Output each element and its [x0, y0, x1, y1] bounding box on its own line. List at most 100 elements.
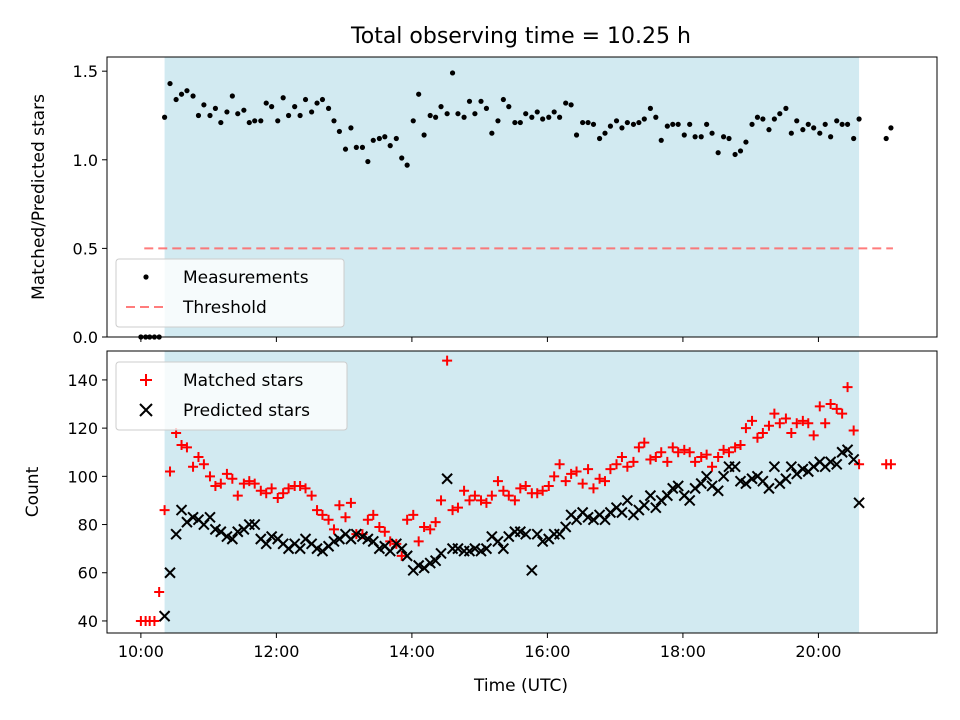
measurement-point	[636, 119, 642, 126]
predicted-stars-point	[531, 528, 543, 540]
matched-stars-point	[752, 432, 763, 443]
measurement-point	[641, 116, 647, 122]
matched-stars-point	[283, 483, 294, 494]
matched-stars-point	[537, 485, 548, 496]
measurement-point	[382, 134, 388, 140]
measurement-point	[263, 100, 269, 106]
matched-stars-point	[645, 454, 656, 465]
measurement-point	[817, 130, 823, 136]
measurement-point	[596, 135, 603, 142]
measurement-point	[777, 111, 783, 117]
predicted-stars-point	[429, 554, 442, 567]
matched-stars-point	[696, 452, 707, 463]
measurement-point	[483, 105, 490, 111]
predicted-stars-point	[248, 518, 261, 531]
y-tick-label: 60	[78, 564, 98, 583]
predicted-stars-point	[204, 511, 216, 524]
matched-stars-point	[249, 478, 260, 489]
matched-stars-point	[300, 483, 311, 494]
x-tick-label: 10:00	[118, 642, 164, 661]
measurement-point	[416, 91, 422, 97]
measurement-point	[207, 112, 213, 119]
matched-stars-point	[639, 437, 650, 448]
matched-stars-point	[328, 524, 339, 535]
measurement-point	[888, 125, 894, 131]
predicted-stars-point	[729, 460, 741, 473]
measurement-point	[224, 109, 230, 115]
matched-stars-point	[498, 485, 509, 496]
matched-stars-point	[266, 483, 277, 494]
measurement-point	[246, 119, 252, 126]
matched-stars-point	[730, 442, 741, 453]
measurement-point	[461, 114, 467, 120]
predicted-stars-point	[824, 456, 837, 468]
matched-stars-point	[679, 444, 690, 455]
matched-stars-point	[261, 488, 272, 499]
matched-stars-point	[566, 468, 577, 479]
matched-stars-point	[436, 495, 447, 506]
measurement-point	[399, 155, 405, 161]
y-tick-label: 1.5	[73, 62, 98, 81]
matched-stars-point	[204, 471, 215, 482]
measurement-point	[365, 158, 371, 165]
matched-stars-point	[154, 587, 165, 598]
measurement-point	[687, 121, 693, 127]
matched-stars-point	[481, 497, 492, 508]
matched-stars-point	[600, 476, 610, 487]
legend-box	[115, 361, 348, 431]
measurement-point	[161, 114, 168, 120]
y-tick-label: 0.5	[73, 239, 98, 258]
matched-stars-point	[215, 478, 226, 489]
measurement-point	[269, 104, 275, 110]
predicted-stars-point	[396, 542, 408, 555]
measurement-point	[325, 105, 332, 111]
measurement-point	[359, 144, 366, 150]
measurement-point	[404, 162, 410, 168]
matched-stars-point	[198, 459, 209, 470]
measurement-point	[275, 118, 281, 124]
measurement-point	[783, 105, 789, 111]
measurement-point	[489, 130, 495, 136]
matched-stars-point	[509, 495, 520, 506]
measurement-point	[551, 109, 557, 115]
matched-stars-point	[396, 550, 407, 561]
matched-stars-point	[707, 461, 718, 472]
matched-stars-point	[571, 466, 582, 477]
measurement-point	[839, 121, 845, 127]
predicted-stars-point	[175, 504, 188, 516]
predicted-stars-point	[780, 473, 792, 485]
measurement-point	[771, 116, 777, 122]
measurement-point	[607, 123, 614, 129]
matched-stars-point	[662, 456, 673, 467]
matched-stars-point	[588, 483, 599, 494]
axes-frame	[106, 56, 938, 338]
matched-stars-point	[684, 447, 695, 458]
measurement-point	[754, 114, 761, 120]
measurement-point	[167, 80, 173, 87]
measurement-point	[438, 104, 444, 110]
measurement-point	[229, 93, 235, 99]
measurement-point	[563, 100, 569, 106]
matched-stars-point	[837, 408, 848, 419]
matched-stars-point	[560, 476, 571, 487]
measurement-point	[285, 112, 292, 119]
measurement-point	[766, 127, 772, 133]
measurement-point	[647, 105, 653, 111]
predicted-stars-point	[672, 480, 684, 492]
matched-stars-point	[503, 490, 514, 501]
legend-measurement-swatch	[143, 274, 149, 280]
measurement-point	[195, 112, 202, 119]
matched-stars-point	[797, 415, 808, 426]
matched-stars-point	[181, 442, 192, 453]
predicted-stars-point	[520, 528, 532, 540]
matched-stars-point	[520, 480, 531, 491]
predicted-stars-point	[401, 550, 413, 562]
chart-title: Total observing time = 10.25 h	[350, 24, 691, 49]
predicted-stars-point	[350, 528, 363, 540]
x-axis-label: Time (UTC)	[473, 676, 568, 696]
predicted-stars-point	[638, 499, 651, 511]
predicted-stars-point	[435, 547, 447, 560]
measurement-point	[427, 112, 433, 119]
measurement-point	[715, 150, 721, 156]
y-tick-label: 40	[78, 612, 98, 631]
